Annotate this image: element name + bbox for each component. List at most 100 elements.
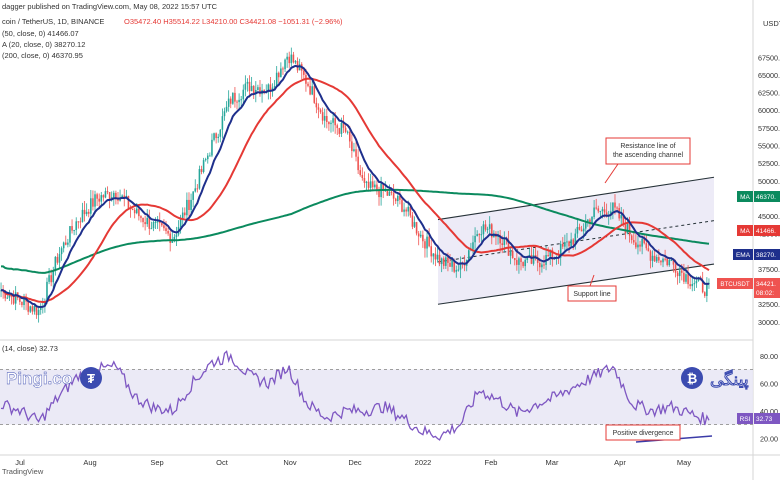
candle-body <box>620 215 623 219</box>
candle-body <box>572 239 575 245</box>
candle-body <box>77 221 80 223</box>
candle-body <box>142 217 144 223</box>
candle-body <box>605 212 608 217</box>
candle-body <box>584 222 587 229</box>
badge-rsi: RSI 32.73 <box>737 413 780 424</box>
candle-body <box>150 228 153 230</box>
candle-body <box>501 243 504 245</box>
indicator-ema20[interactable]: A (20, close, 0) 38270.12 <box>2 40 85 49</box>
candle-body <box>520 258 522 263</box>
candle-body <box>580 229 583 232</box>
candle-body <box>369 181 372 188</box>
candle-body <box>703 292 706 296</box>
candle-body <box>363 178 366 183</box>
candle-body <box>246 81 249 84</box>
price-tick-label: 50000.00 <box>758 177 780 186</box>
indicator-ma50[interactable]: (50, close, 0) 41466.07 <box>2 29 79 38</box>
candle-body <box>259 87 261 95</box>
candle-body <box>326 116 328 123</box>
price-tick-label: 37500.00 <box>758 265 780 274</box>
candle-body <box>593 207 595 217</box>
candle-body <box>54 256 57 272</box>
candle-body <box>666 258 668 266</box>
candle-body <box>432 253 435 257</box>
candle-body <box>340 122 343 134</box>
tradingview-footer: TradingView <box>2 467 44 476</box>
candle-body <box>190 199 192 211</box>
candle-body <box>250 85 253 92</box>
candle-body <box>601 209 604 211</box>
candle-body <box>223 111 226 117</box>
candle-body <box>232 92 234 104</box>
svg-text:08:02:: 08:02: <box>756 290 774 297</box>
price-tick-label: 45000.00 <box>758 212 780 221</box>
candle-body <box>104 191 107 198</box>
rsi-header[interactable]: (14, close) 32.73 <box>2 344 58 353</box>
candle-body <box>637 244 639 248</box>
candle-body <box>60 248 63 255</box>
candle-body <box>165 228 167 232</box>
candle-body <box>442 258 445 266</box>
candle-body <box>73 230 75 232</box>
candle-body <box>367 181 370 188</box>
candle-body <box>188 199 190 211</box>
candle-body <box>622 215 625 225</box>
candle-body <box>248 81 251 92</box>
candle-body <box>336 125 339 129</box>
candle-body <box>213 133 215 140</box>
candle-body <box>630 235 633 241</box>
candle-body <box>167 231 169 234</box>
candle-body <box>564 242 566 247</box>
candle-body <box>58 254 61 263</box>
svg-text:32.73: 32.73 <box>756 416 773 423</box>
candle-body <box>52 271 55 283</box>
candle-body <box>161 223 163 226</box>
candle-body <box>313 86 316 103</box>
candle-body <box>468 250 470 260</box>
candle-body <box>39 307 42 310</box>
candle-body <box>388 191 391 196</box>
candle-body <box>674 264 677 273</box>
badge-ema20: EMA 38270. <box>733 249 780 260</box>
svg-text:MA: MA <box>740 228 750 235</box>
price-tick-label: 57500.00 <box>758 124 780 133</box>
candle-body <box>570 239 572 247</box>
candle-body <box>513 258 516 261</box>
candle-body <box>8 295 11 298</box>
candle-body <box>309 85 311 95</box>
candle-body <box>518 258 520 265</box>
indicator-ma200[interactable]: (200, close, 0) 46370.95 <box>2 51 83 60</box>
candle-body <box>424 241 426 249</box>
candle-body <box>490 224 493 238</box>
candle-body <box>614 202 616 208</box>
badge-ma200: MA 46370. <box>737 191 780 202</box>
candle-body <box>382 183 384 191</box>
candle-body <box>547 254 549 257</box>
candle-body <box>221 116 224 130</box>
candle-body <box>282 68 284 70</box>
candle-body <box>311 86 313 95</box>
candle-body <box>415 222 418 234</box>
candle-body <box>403 209 405 212</box>
candle-body <box>146 217 149 225</box>
candle-body <box>397 195 399 202</box>
candle-body <box>478 234 481 236</box>
candle-body <box>428 236 430 247</box>
candle-body <box>390 191 393 193</box>
resistance-line <box>437 176 715 221</box>
badge-ma50: MA 41466. <box>737 225 780 236</box>
candle-body <box>574 233 577 245</box>
candle-body <box>219 129 222 137</box>
candle-body <box>29 306 32 312</box>
candle-body <box>346 131 349 133</box>
candle-body <box>676 272 679 277</box>
candle-body <box>434 253 437 260</box>
candle-body <box>681 270 683 273</box>
month-tick-label: Apr <box>614 458 626 467</box>
month-tick-label: Mar <box>546 458 559 467</box>
candle-body <box>645 243 648 249</box>
candle-body <box>277 72 280 78</box>
candle-body <box>476 234 478 236</box>
month-tick-label: Nov <box>283 458 297 467</box>
candle-body <box>591 216 593 224</box>
